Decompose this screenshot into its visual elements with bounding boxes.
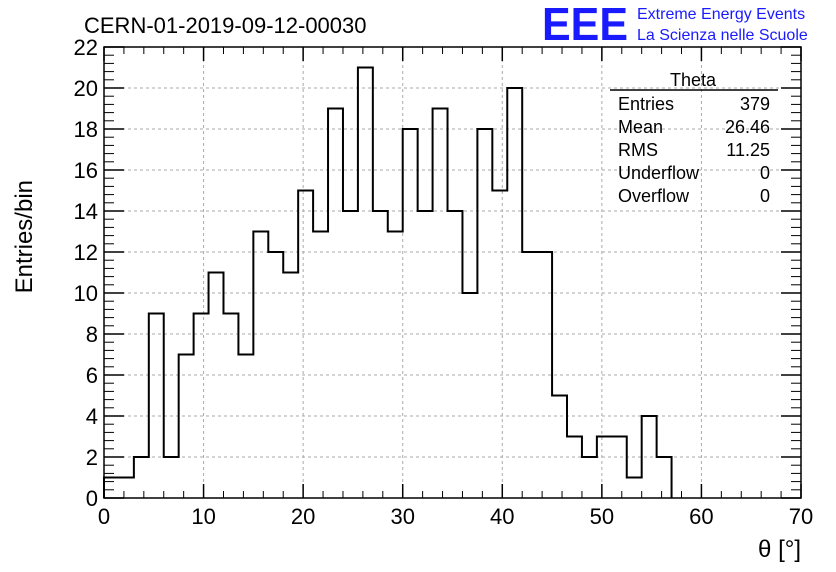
y-tick-label: 6 xyxy=(86,363,98,388)
stats-row-value: 26.46 xyxy=(725,117,770,137)
histogram-bin xyxy=(268,252,283,498)
y-tick-label: 4 xyxy=(86,404,98,429)
histogram-bin xyxy=(552,396,567,499)
histogram-bin xyxy=(253,232,268,499)
stats-row-label: Mean xyxy=(618,117,663,137)
histogram-bin xyxy=(477,129,492,498)
histogram-bin xyxy=(298,191,313,499)
histogram-bin xyxy=(179,355,194,499)
y-axis-label: Entries/bin xyxy=(11,180,38,293)
histogram-bin xyxy=(343,211,358,498)
y-tick-label: 0 xyxy=(86,486,98,511)
stats-row-value: 379 xyxy=(740,94,770,114)
histogram-bin xyxy=(462,293,477,498)
chart-title: CERN-01-2019-09-12-00030 xyxy=(84,13,367,38)
y-tick-label: 16 xyxy=(74,158,98,183)
y-tick-label: 10 xyxy=(74,281,98,306)
x-axis-label: θ [°] xyxy=(758,536,801,563)
stats-row-value: 0 xyxy=(760,163,770,183)
histogram-bin xyxy=(597,437,612,499)
histogram-outline xyxy=(103,66,673,498)
histogram-bin xyxy=(104,478,119,499)
x-tick-labels: 0 10 20 30 40 50 60 70 xyxy=(98,504,813,529)
y-tick-label: 14 xyxy=(74,199,98,224)
stats-row-label: RMS xyxy=(618,140,658,160)
histogram-bin xyxy=(149,314,164,499)
y-tick-label: 20 xyxy=(74,76,98,101)
histogram-bin xyxy=(388,232,403,499)
histogram-bin xyxy=(567,437,582,499)
logo-line2: La Scienza nelle Scuole xyxy=(637,27,808,44)
x-tick-label: 70 xyxy=(789,504,813,529)
histogram-bin xyxy=(134,457,149,498)
histogram-bin xyxy=(507,88,522,498)
stats-row-value: 0 xyxy=(760,186,770,206)
histogram-bin xyxy=(358,68,373,499)
axis-ticks xyxy=(103,46,802,499)
histogram-bin xyxy=(223,314,238,499)
histogram-bin xyxy=(283,273,298,499)
y-tick-label: 18 xyxy=(74,117,98,142)
histogram-bin xyxy=(433,109,448,499)
histogram-bin xyxy=(194,314,209,499)
x-tick-label: 50 xyxy=(590,504,614,529)
x-tick-label: 30 xyxy=(390,504,414,529)
y-tick-label: 22 xyxy=(74,35,98,60)
histogram-bin xyxy=(448,211,463,498)
stats-row-label: Underflow xyxy=(618,163,700,183)
stats-title: Theta xyxy=(670,70,717,90)
x-tick-label: 60 xyxy=(689,504,713,529)
histogram-bin xyxy=(657,457,672,498)
x-tick-label: 20 xyxy=(291,504,315,529)
plot-frame xyxy=(103,46,802,499)
histogram-bin xyxy=(238,355,253,499)
stats-row-label: Entries xyxy=(618,94,674,114)
histogram-bin xyxy=(209,273,224,499)
logo-mark: EEE xyxy=(542,0,628,50)
logo-line1: Extreme Energy Events xyxy=(637,6,805,23)
stats-box: Theta Entries 379 Mean 26.46 RMS 11.25 Underfl… xyxy=(610,70,778,206)
histogram-bin xyxy=(313,232,328,499)
logo: EEE Extreme Energy Events La Scienza nel… xyxy=(542,0,808,50)
stats-row-label: Overflow xyxy=(618,186,690,206)
histogram-bin xyxy=(418,211,433,498)
stats-row-value: 11.25 xyxy=(726,140,770,160)
histogram-bin xyxy=(403,129,418,498)
histogram-bin xyxy=(642,416,657,498)
y-tick-label: 8 xyxy=(86,322,98,347)
x-tick-label: 10 xyxy=(191,504,215,529)
histogram-bin xyxy=(627,478,642,499)
histogram-bin xyxy=(537,252,552,498)
x-tick-label: 0 xyxy=(98,504,110,529)
histogram-bin xyxy=(522,252,537,498)
histogram-bin xyxy=(492,191,507,499)
y-tick-label: 12 xyxy=(74,240,98,265)
x-tick-label: 40 xyxy=(490,504,514,529)
y-tick-labels: 0 2 4 6 8 10 12 14 16 18 20 22 xyxy=(74,35,98,511)
histogram-bin xyxy=(164,457,179,498)
histogram-bin xyxy=(582,457,597,498)
histogram-bars xyxy=(103,66,673,499)
histogram-bin xyxy=(119,478,134,499)
histogram-bin xyxy=(612,437,627,499)
histogram-bin xyxy=(328,109,343,499)
stats-rows: Entries 379 Mean 26.46 RMS 11.25 Underflow 0 Ove… xyxy=(618,94,770,206)
histogram-bin xyxy=(373,211,388,498)
y-tick-label: 2 xyxy=(86,445,98,470)
